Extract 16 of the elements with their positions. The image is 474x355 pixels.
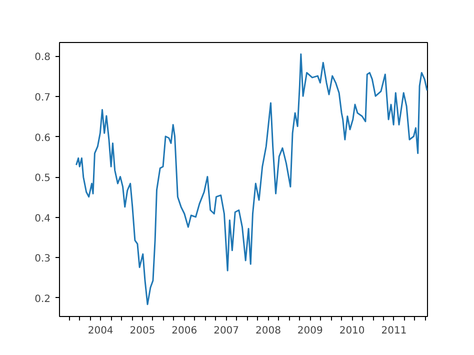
line-series [76,53,428,306]
y-tick-label: 0.4 [34,213,51,224]
x-tick-label: 2011 [381,326,407,336]
x-tick-label: 2010 [339,326,365,336]
x-tick-label: 2004 [88,326,114,336]
x-tick-label: 2007 [214,326,240,336]
y-tick-label: 0.5 [34,173,51,184]
y-tick-label: 0.8 [34,52,51,64]
y-tick-label: 0.7 [34,92,51,104]
y-tick-label: 0.3 [34,254,51,265]
y-tick-label: 0.2 [34,294,51,305]
x-tick-label: 2009 [297,326,323,336]
x-tick-label: 2005 [130,326,156,336]
x-tick-label: 2008 [256,326,281,336]
y-tick-label: 0.6 [34,132,51,144]
x-tick-label: 2006 [172,326,198,336]
